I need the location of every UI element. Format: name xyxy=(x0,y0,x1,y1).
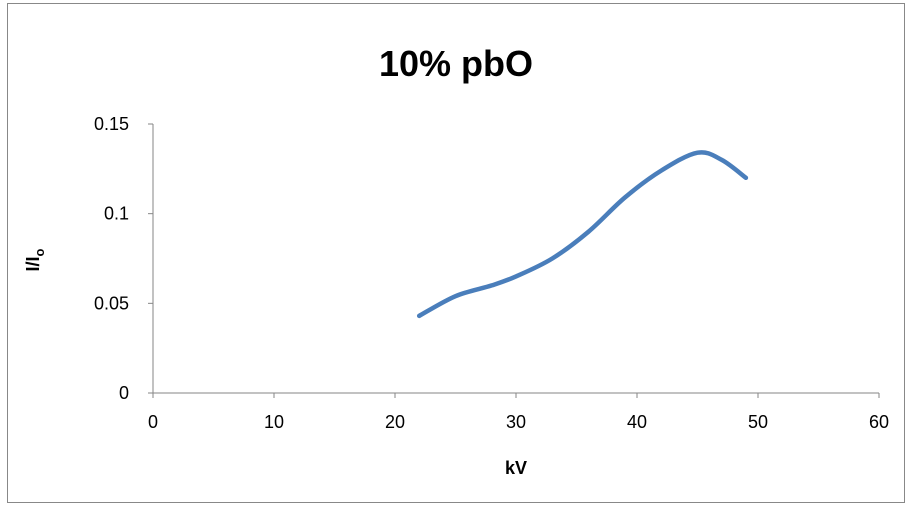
x-tick-label: 40 xyxy=(627,412,647,432)
line-chart: 10% pbO 0 10 20 30 40 50 60 0 0.05 0.1 0.15 kV I/… xyxy=(23,43,889,478)
x-tick-label: 60 xyxy=(869,412,889,432)
chart-title: 10% pbO xyxy=(379,43,533,84)
x-tick-label: 0 xyxy=(148,412,158,432)
x-tick-label: 30 xyxy=(506,412,526,432)
x-axis-title: kV xyxy=(505,458,527,478)
y-tick-label: 0.15 xyxy=(94,114,129,134)
series-layer xyxy=(416,150,749,319)
y-tick-label: 0 xyxy=(119,383,129,403)
x-tick-label: 10 xyxy=(264,412,284,432)
series-line xyxy=(416,150,749,319)
x-tick-label: 20 xyxy=(385,412,405,432)
chart-frame: 10% pbO 0 10 20 30 40 50 60 0 0.05 0.1 0.15 kV I/… xyxy=(7,3,905,503)
y-axis-title-subscript: o xyxy=(32,248,47,256)
y-axis-title-main: I/I xyxy=(23,256,43,271)
y-axis-ticks: 0 0.05 0.1 0.15 xyxy=(94,114,153,403)
x-axis-ticks: 0 10 20 30 40 50 60 xyxy=(148,393,889,432)
y-tick-label: 0.05 xyxy=(94,293,129,313)
y-tick-label: 0.1 xyxy=(104,204,129,224)
x-tick-label: 50 xyxy=(748,412,768,432)
y-axis-title: I/Io xyxy=(23,248,47,271)
